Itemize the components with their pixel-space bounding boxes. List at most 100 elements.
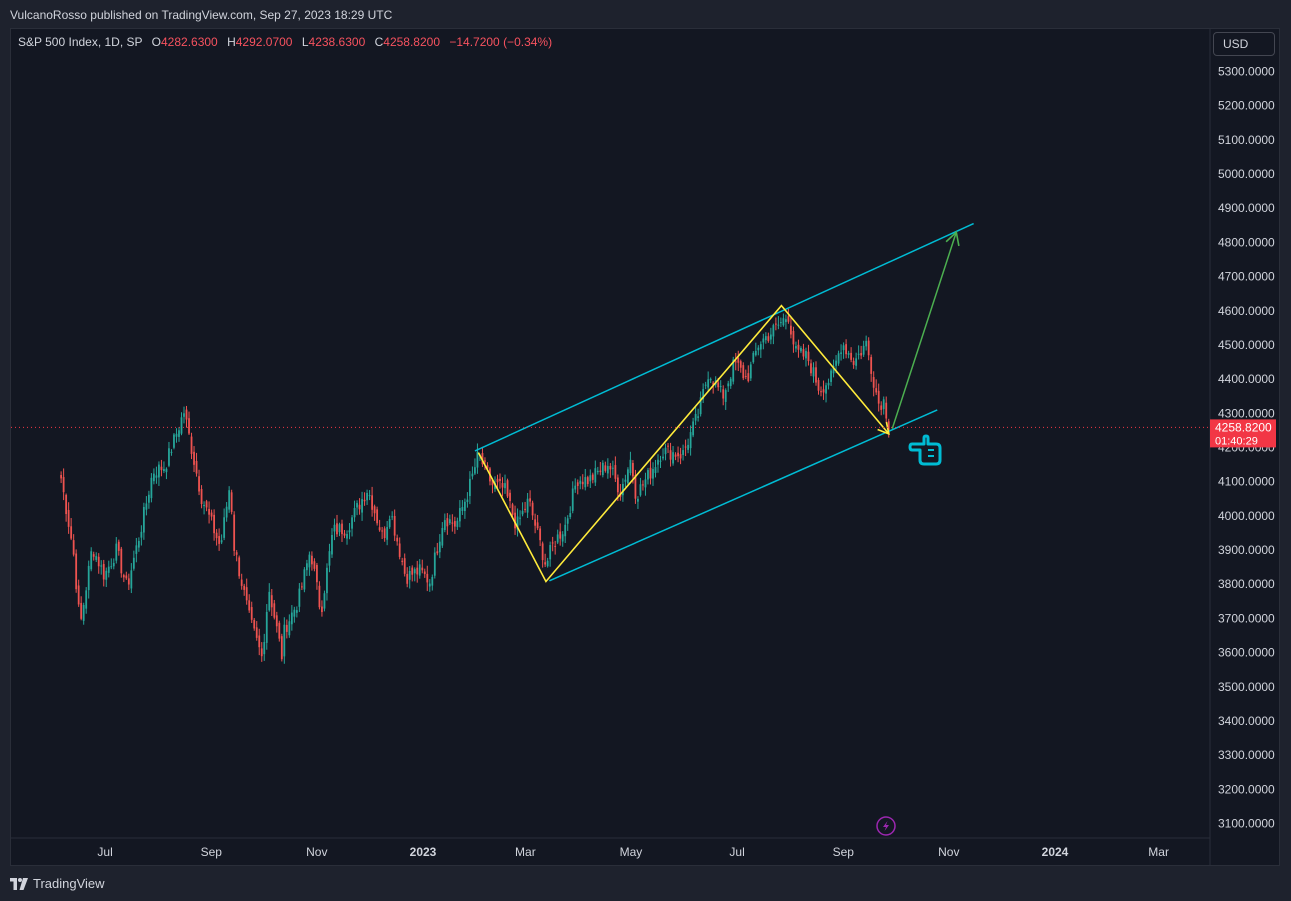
candle-body <box>820 391 822 393</box>
time-axis[interactable]: Jul Sep Nov 2023 Mar May Jul Sep Nov 2024 Mar <box>97 845 1169 859</box>
time-tick-label: Nov <box>938 845 959 859</box>
candle <box>504 474 506 494</box>
candle-body <box>516 516 519 530</box>
candle-body <box>168 448 170 466</box>
currency-button[interactable]: USD <box>1213 32 1275 56</box>
candle <box>862 340 865 357</box>
time-tick-label: Jul <box>97 845 112 859</box>
candle <box>501 477 504 497</box>
candle-body <box>336 523 338 535</box>
candle-body <box>373 506 376 514</box>
candle <box>228 486 231 513</box>
candle-body <box>687 444 689 450</box>
candle-body <box>586 477 589 485</box>
candle <box>544 553 547 568</box>
candle-body <box>822 389 825 393</box>
candle <box>268 583 271 612</box>
candle <box>734 352 737 371</box>
candle-body <box>411 567 414 575</box>
candle-body <box>85 590 88 609</box>
candle <box>90 547 93 572</box>
candle-body <box>258 635 261 648</box>
candle-body <box>255 627 258 638</box>
candle <box>647 467 649 485</box>
candle-body <box>173 434 175 448</box>
candle-body <box>178 430 180 437</box>
candle <box>559 523 562 546</box>
candle <box>130 563 133 594</box>
candle <box>779 317 782 328</box>
high-value: 4292.0700 <box>235 35 293 49</box>
candle <box>270 589 273 617</box>
candle <box>704 381 707 390</box>
candle <box>441 522 444 548</box>
candle <box>458 500 461 528</box>
candle-body <box>453 521 456 527</box>
candle-body <box>458 508 461 522</box>
candle <box>255 621 258 641</box>
candle-body <box>767 336 770 341</box>
candle <box>451 514 454 532</box>
candle-body <box>830 370 832 382</box>
candle <box>100 560 103 575</box>
candle-body <box>594 468 597 483</box>
candle-body <box>298 588 301 607</box>
candle-body <box>391 516 394 518</box>
candle-body <box>248 600 251 611</box>
candle <box>423 568 426 578</box>
candle-body <box>72 540 75 555</box>
candle <box>413 567 416 582</box>
candle <box>649 459 652 485</box>
candle-body <box>331 534 333 555</box>
candle <box>102 559 105 587</box>
candle-body <box>92 554 95 557</box>
price-chart[interactable]: 5300.0000 5200.0000 5100.0000 5000.0000 4900… <box>11 29 1280 866</box>
candle-body <box>754 350 757 356</box>
candle-body <box>777 324 780 326</box>
candle-body <box>534 519 537 526</box>
symbol-title[interactable]: S&P 500 Index, 1D, SP <box>18 35 143 49</box>
candle <box>749 361 752 381</box>
candle <box>265 604 268 650</box>
candle-body <box>215 532 218 539</box>
candle-body <box>228 490 231 510</box>
candle <box>215 529 218 546</box>
candle-body <box>664 447 667 455</box>
candle-body <box>514 512 516 529</box>
candle-body <box>323 593 326 609</box>
candle <box>847 350 850 359</box>
candle <box>687 438 689 454</box>
candle-body <box>576 482 579 486</box>
flash-icon[interactable] <box>876 816 896 836</box>
candle <box>697 408 700 422</box>
candle-body <box>632 462 634 477</box>
candle-body <box>383 528 386 538</box>
candle <box>210 509 213 521</box>
price-tick-label: 4500.0000 <box>1218 338 1275 352</box>
candle-body <box>757 347 760 351</box>
candle <box>175 428 178 443</box>
candle-body <box>208 508 210 515</box>
candle <box>519 510 521 526</box>
candle-body <box>579 480 582 484</box>
candle-body <box>591 474 594 480</box>
candle-body <box>627 469 629 484</box>
chart-pane[interactable]: S&P 500 Index, 1D, SP O4282.6300 H4292.0… <box>10 28 1280 866</box>
tradingview-brand[interactable]: TradingView <box>10 876 105 891</box>
candle-body <box>451 522 454 524</box>
candle-body <box>559 531 562 539</box>
candle <box>882 396 885 415</box>
candle-body <box>546 560 549 567</box>
candle <box>551 536 554 552</box>
price-axis[interactable]: 5300.0000 5200.0000 5100.0000 5000.0000 4900… <box>1218 65 1275 831</box>
candle <box>556 529 559 545</box>
drawings-layer[interactable] <box>474 222 974 583</box>
candle-body <box>341 523 343 535</box>
candle <box>180 412 183 436</box>
candle <box>757 345 760 356</box>
candle-body <box>880 405 883 410</box>
candle-body <box>476 451 479 468</box>
candle-body <box>732 359 735 382</box>
candle <box>581 474 584 490</box>
candle <box>446 513 449 535</box>
